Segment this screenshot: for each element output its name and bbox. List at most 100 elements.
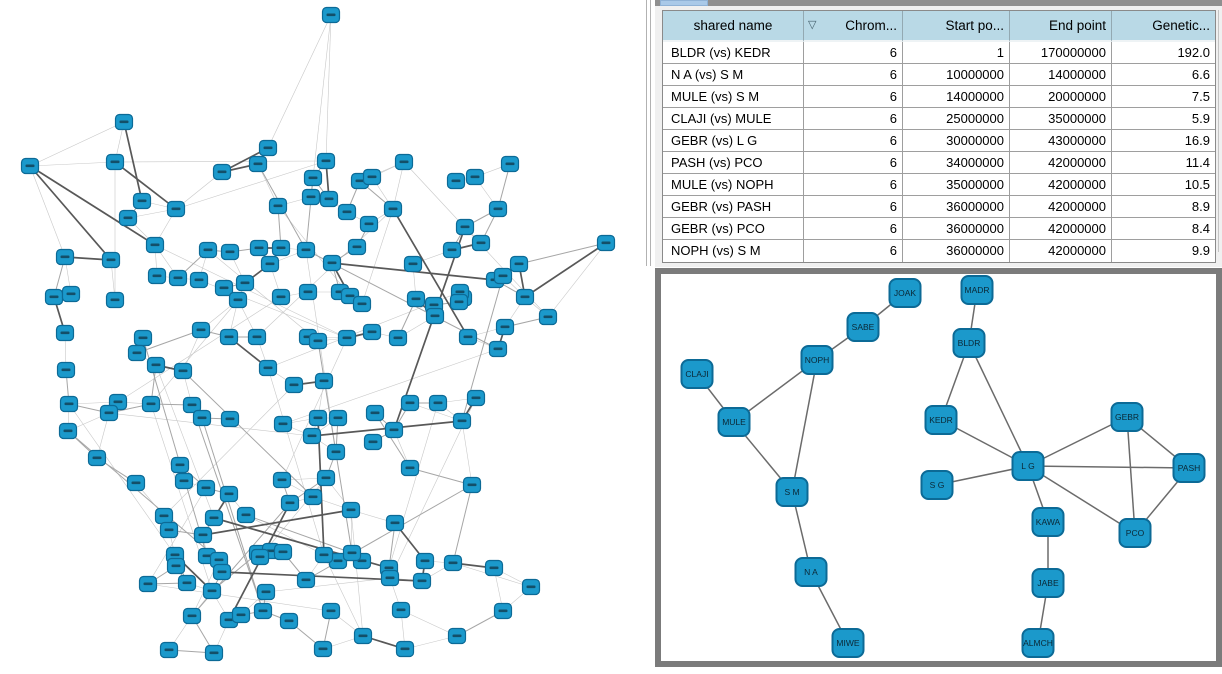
graph-node[interactable] bbox=[248, 155, 268, 173]
graph-node[interactable] bbox=[342, 544, 362, 562]
graph-node[interactable] bbox=[308, 409, 328, 427]
column-header-chrom[interactable]: ▽ Chrom... bbox=[804, 11, 903, 42]
graph-node[interactable] bbox=[284, 376, 304, 394]
network-node-madr[interactable]: MADR bbox=[960, 275, 994, 305]
graph-node[interactable] bbox=[363, 433, 383, 451]
network-node-pash[interactable]: PASH bbox=[1172, 453, 1206, 483]
network-node-jabe[interactable]: JABE bbox=[1031, 568, 1065, 598]
graph-node[interactable] bbox=[114, 113, 134, 131]
network-node-pco[interactable]: PCO bbox=[1118, 518, 1152, 548]
graph-node[interactable] bbox=[260, 255, 280, 273]
graph-node[interactable] bbox=[58, 422, 78, 440]
graph-node[interactable] bbox=[127, 344, 147, 362]
graph-node[interactable] bbox=[273, 415, 293, 433]
graph-node[interactable] bbox=[495, 318, 515, 336]
panel-splitter[interactable] bbox=[646, 0, 647, 266]
graph-node[interactable] bbox=[321, 6, 341, 24]
graph-node[interactable] bbox=[313, 640, 333, 658]
graph-node[interactable] bbox=[272, 471, 292, 489]
graph-node[interactable] bbox=[268, 197, 288, 215]
graph-node[interactable] bbox=[87, 449, 107, 467]
graph-node[interactable] bbox=[159, 521, 179, 539]
graph-node[interactable] bbox=[415, 552, 435, 570]
graph-node[interactable] bbox=[219, 485, 239, 503]
network-node-s-m[interactable]: S M bbox=[775, 477, 809, 507]
table-row[interactable]: GEBR (vs) PASH 6 36000000 42000000 8.9 bbox=[663, 196, 1215, 218]
graph-node[interactable] bbox=[449, 293, 469, 311]
graph-node[interactable] bbox=[133, 329, 153, 347]
graph-node[interactable] bbox=[493, 267, 513, 285]
graph-node[interactable] bbox=[455, 218, 475, 236]
graph-node[interactable] bbox=[326, 443, 346, 461]
table-row[interactable]: BLDR (vs) KEDR 6 1 170000000 192.0 bbox=[663, 42, 1215, 64]
graph-node[interactable] bbox=[341, 501, 361, 519]
graph-node[interactable] bbox=[365, 404, 385, 422]
column-header-genetic[interactable]: Genetic... bbox=[1112, 11, 1215, 42]
graph-node[interactable] bbox=[488, 200, 508, 218]
graph-node[interactable] bbox=[212, 563, 232, 581]
graph-node[interactable] bbox=[328, 552, 348, 570]
graph-node[interactable] bbox=[488, 340, 508, 358]
graph-node[interactable] bbox=[56, 361, 76, 379]
graph-node[interactable] bbox=[385, 514, 405, 532]
horizontal-scrollbar[interactable] bbox=[655, 0, 1222, 6]
graph-node[interactable] bbox=[406, 290, 426, 308]
graph-node[interactable] bbox=[280, 494, 300, 512]
network-node-kedr[interactable]: KEDR bbox=[924, 405, 958, 435]
graph-node[interactable] bbox=[319, 190, 339, 208]
network-node-mule[interactable]: MULE bbox=[717, 407, 751, 437]
graph-node[interactable] bbox=[220, 410, 240, 428]
sort-filter-icon[interactable]: ▽ bbox=[808, 19, 817, 31]
graph-node[interactable] bbox=[177, 574, 197, 592]
graph-node[interactable] bbox=[55, 248, 75, 266]
graph-node[interactable] bbox=[132, 192, 152, 210]
graph-node[interactable] bbox=[446, 172, 466, 190]
graph-node[interactable] bbox=[182, 607, 202, 625]
graph-node[interactable] bbox=[296, 571, 316, 589]
graph-node[interactable] bbox=[466, 389, 486, 407]
graph-node[interactable] bbox=[301, 188, 321, 206]
graph-node[interactable] bbox=[302, 427, 322, 445]
graph-node[interactable] bbox=[303, 488, 323, 506]
graph-node[interactable] bbox=[298, 283, 318, 301]
graph-node[interactable] bbox=[428, 394, 448, 412]
graph-node[interactable] bbox=[465, 168, 485, 186]
graph-node[interactable] bbox=[101, 251, 121, 269]
network-node-sabe[interactable]: SABE bbox=[846, 312, 880, 342]
graph-node[interactable] bbox=[191, 321, 211, 339]
graph-node[interactable] bbox=[212, 163, 232, 181]
graph-node[interactable] bbox=[219, 328, 239, 346]
graph-node[interactable] bbox=[447, 627, 467, 645]
horizontal-scrollbar-thumb[interactable] bbox=[660, 0, 708, 6]
graph-node[interactable] bbox=[347, 238, 367, 256]
graph-node[interactable] bbox=[189, 271, 209, 289]
graph-node[interactable] bbox=[61, 285, 81, 303]
graph-node[interactable] bbox=[250, 548, 270, 566]
graph-node[interactable] bbox=[247, 328, 267, 346]
graph-node[interactable] bbox=[388, 329, 408, 347]
graph-node[interactable] bbox=[322, 254, 342, 272]
graph-node[interactable] bbox=[509, 255, 529, 273]
graph-node[interactable] bbox=[192, 409, 212, 427]
graph-node[interactable] bbox=[443, 554, 463, 572]
table-row[interactable]: N A (vs) S M 6 10000000 14000000 6.6 bbox=[663, 64, 1215, 86]
graph-node[interactable] bbox=[204, 509, 224, 527]
graph-node[interactable] bbox=[253, 602, 273, 620]
graph-node[interactable] bbox=[214, 279, 234, 297]
graph-node[interactable] bbox=[168, 269, 188, 287]
graph-node[interactable] bbox=[138, 575, 158, 593]
table-row[interactable]: NOPH (vs) S M 6 36000000 42000000 9.9 bbox=[663, 240, 1215, 262]
graph-node[interactable] bbox=[296, 241, 316, 259]
graph-node[interactable] bbox=[314, 546, 334, 564]
graph-node[interactable] bbox=[359, 215, 379, 233]
graph-node[interactable] bbox=[484, 559, 504, 577]
graph-node[interactable] bbox=[493, 602, 513, 620]
graph-node[interactable] bbox=[166, 200, 186, 218]
network-node-miwe[interactable]: MIWE bbox=[831, 628, 865, 658]
graph-node[interactable] bbox=[521, 578, 541, 596]
graph-node[interactable] bbox=[353, 627, 373, 645]
graph-node[interactable] bbox=[337, 329, 357, 347]
table-row[interactable]: PASH (vs) PCO 6 34000000 42000000 11.4 bbox=[663, 152, 1215, 174]
network-node-noph[interactable]: NOPH bbox=[800, 345, 834, 375]
graph-node[interactable] bbox=[202, 582, 222, 600]
